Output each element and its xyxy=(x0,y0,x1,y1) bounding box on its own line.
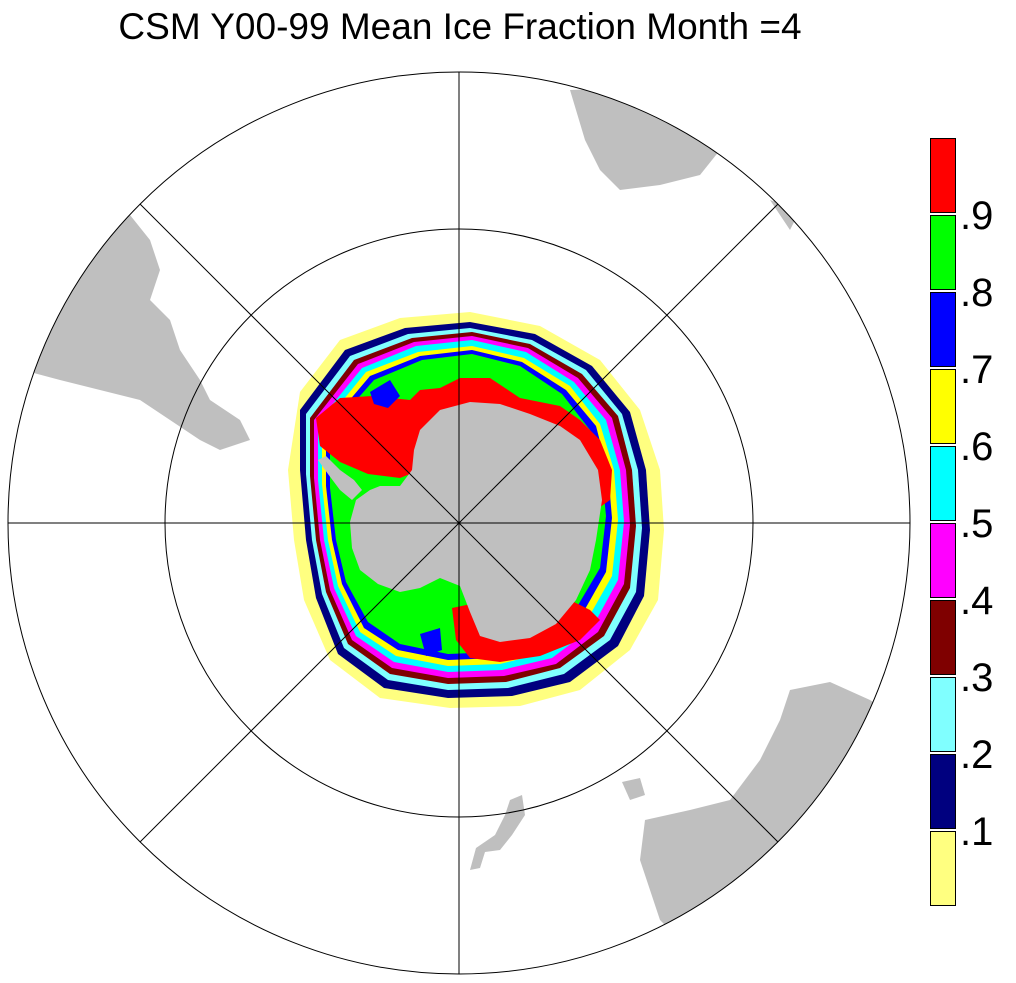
antarctic-peninsula-land xyxy=(318,456,362,500)
map-title: CSM Y00-99 Mean Ice Fraction Month =4 xyxy=(118,6,802,47)
colorbar-box-3 xyxy=(930,677,956,752)
ice-band-08-patch xyxy=(370,380,400,408)
australia-land xyxy=(640,682,900,960)
colorbar-box-8 xyxy=(930,292,956,367)
colorbar-box-9 xyxy=(930,215,956,290)
meridian-45b xyxy=(139,203,779,843)
colorbar-label: .1 xyxy=(960,810,994,854)
colorbar-box-10 xyxy=(930,138,956,213)
colorbar-box-4 xyxy=(930,600,956,675)
colorbar-box-1 xyxy=(930,831,956,906)
colorbar-box-2 xyxy=(930,754,956,829)
colorbar-label: .6 xyxy=(960,425,994,469)
south-america-land xyxy=(20,215,250,450)
colorbar-label: .8 xyxy=(960,271,994,315)
colorbar-box-6 xyxy=(930,446,956,521)
new-zealand-land xyxy=(470,795,525,870)
colorbar-label: .4 xyxy=(960,579,994,623)
colorbar-box-5 xyxy=(930,523,956,598)
colorbar-label: .9 xyxy=(960,194,994,238)
africa-land-edge xyxy=(770,200,800,230)
africa-land xyxy=(570,88,720,190)
colorbar-label: .3 xyxy=(960,656,994,700)
tasmania-land xyxy=(622,778,645,800)
ice-band-08-patch-2 xyxy=(420,628,442,656)
colorbar-box-7 xyxy=(930,369,956,444)
graticule xyxy=(7,71,911,975)
colorbar-label: .2 xyxy=(960,733,994,777)
antarctica-land xyxy=(350,402,602,642)
colorbar-label: .5 xyxy=(960,502,994,546)
colorbar-label: .7 xyxy=(960,348,994,392)
